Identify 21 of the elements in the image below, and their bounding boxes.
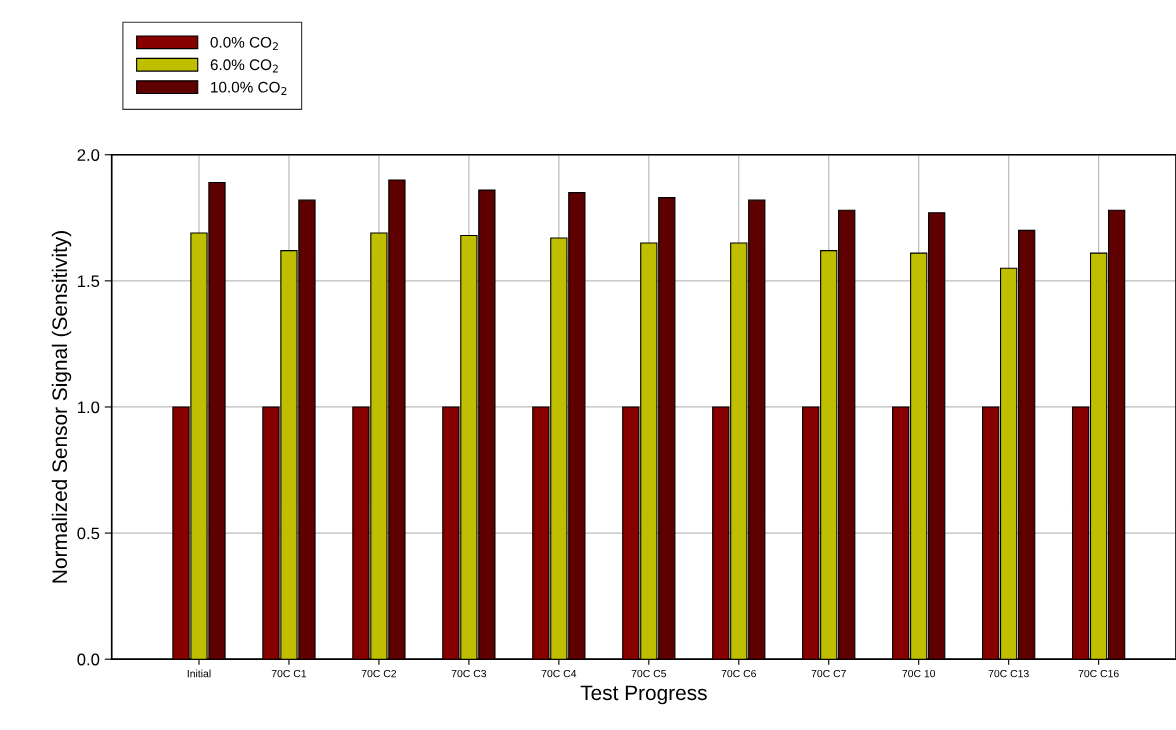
- y-tick-label: 0.5: [77, 527, 100, 540]
- x-tick-label: 70C C6: [721, 669, 756, 678]
- x-tick-label: 70C C2: [361, 669, 397, 678]
- x-tick-label: 70C C3: [451, 669, 487, 678]
- y-tick-label: 2.0: [77, 149, 100, 161]
- x-axis-title: Test Progress: [580, 685, 707, 705]
- x-tick-label: 70C 10: [902, 669, 936, 678]
- x-tick-label: Initial: [187, 669, 211, 678]
- legend-label: 0.0% CO$_{2}$: [210, 36, 278, 51]
- legend-label: 10.0% CO$_{2}$: [211, 81, 287, 95]
- y-tick-label: 1.0: [78, 401, 100, 414]
- x-tick-label: 70C C1: [271, 669, 307, 678]
- y-tick-label: 1.5: [78, 275, 100, 288]
- legend-label: 6.0% CO$_{2}$: [210, 59, 278, 73]
- x-tick-label: 70C C13: [988, 669, 1029, 678]
- x-tick-label: 70C C16: [1078, 669, 1119, 678]
- x-tick-label: 70C C7: [811, 669, 846, 678]
- x-tick-label: 70C C5: [631, 669, 667, 678]
- y-tick-label: 0.0: [77, 653, 100, 666]
- y-axis-title: Normalized Sensor Signal (Sensitivity): [51, 231, 72, 583]
- x-tick-label: 70C C4: [541, 669, 577, 678]
